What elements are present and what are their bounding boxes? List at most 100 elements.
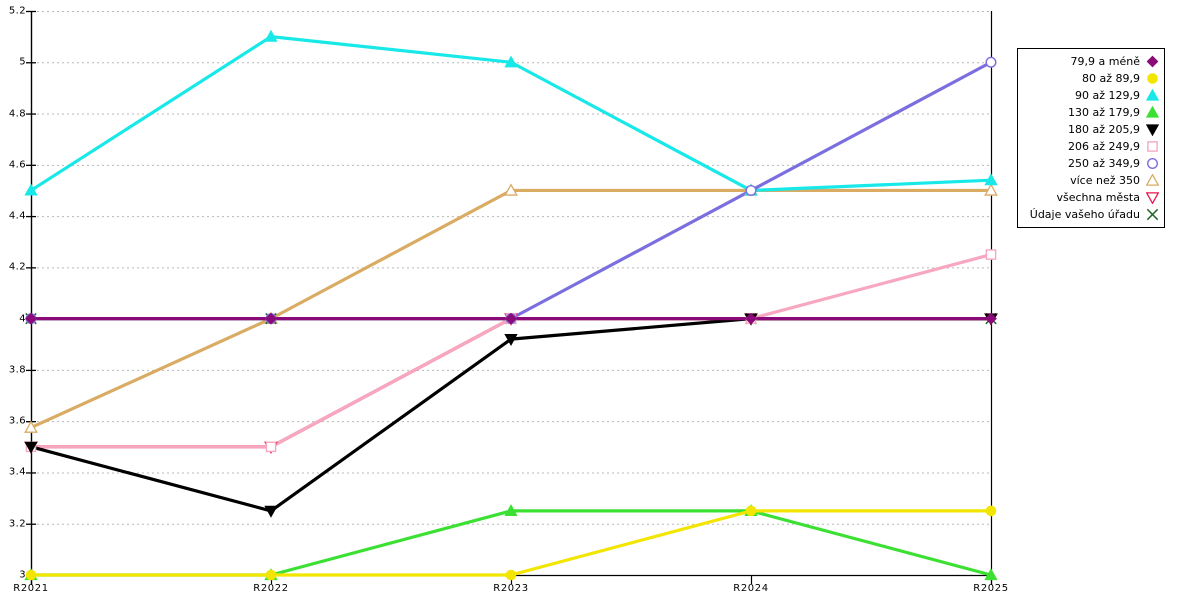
x-axis-label: R2021 (13, 583, 49, 594)
marker-triangle-up (504, 504, 518, 517)
markers-group (24, 29, 998, 581)
marker-triangle-up (24, 183, 38, 196)
legend-item-label: všechna města (1056, 191, 1140, 204)
marker-circle (745, 505, 757, 517)
triangle-down-open-icon (1146, 192, 1159, 204)
y-axis-label: 3 (19, 569, 26, 581)
y-axis-label: 4.4 (8, 210, 26, 222)
legend-item[interactable]: 80 až 89,9 (1023, 70, 1159, 87)
legend-item[interactable]: více než 350 (1023, 172, 1159, 189)
y-axis-label: 3.6 (8, 415, 26, 427)
x-axis-label: R2023 (493, 583, 529, 594)
marker-square (985, 249, 997, 260)
series-8 (29, 188, 993, 430)
legend-item[interactable]: 206 až 249,9 (1023, 138, 1159, 155)
y-axis-label: 3.4 (8, 466, 26, 478)
series-4 (29, 509, 993, 577)
marker-triangle-up (984, 568, 998, 581)
marker-triangle-down (504, 334, 518, 346)
marker-diamond (25, 312, 37, 325)
y-axis-label: 3.2 (8, 518, 26, 530)
series-5 (29, 317, 993, 513)
marker-circle (265, 569, 277, 581)
marker-circle (985, 505, 997, 517)
y-axis-label: 4.2 (8, 261, 26, 273)
marker-circle-open (745, 184, 757, 196)
legend-item-label: Údaje vašeho úřadu (1029, 208, 1140, 221)
marker-circle (1147, 73, 1158, 84)
series-group (29, 35, 993, 577)
marker-square (265, 441, 277, 453)
y-axis-label: 4.8 (8, 108, 26, 120)
marker-triangle-down (1146, 124, 1159, 136)
y-axis-label: 4 (19, 313, 26, 325)
marker-triangle-down (264, 505, 278, 518)
legend-item-label: 80 až 89,9 (1082, 72, 1140, 85)
marker-diamond (265, 312, 277, 325)
line-chart-svg (24, 10, 998, 585)
legend-item-label: 206 až 249,9 (1068, 140, 1140, 153)
circle-open-icon (1146, 157, 1159, 170)
y-axis-label: 3.8 (8, 364, 26, 376)
legend-item[interactable]: 79,9 a méně (1023, 53, 1159, 70)
legend-item-label: 250 až 349,9 (1068, 157, 1140, 170)
legend-item-label: 180 až 205,9 (1068, 123, 1140, 136)
square-icon (1147, 141, 1158, 152)
series-line (29, 252, 993, 449)
marker-triangle-down (24, 441, 38, 454)
diamond-icon (1146, 55, 1159, 68)
series-line (29, 509, 993, 577)
series-2 (29, 509, 993, 577)
legend-item-label: 90 až 129,9 (1075, 89, 1140, 102)
marker-triangle-up (504, 55, 518, 68)
x-axis-label: R2022 (253, 583, 289, 594)
series-6 (29, 252, 993, 449)
marker-circle (25, 569, 37, 581)
legend-item[interactable]: 180 až 205,9 (1023, 121, 1159, 138)
legend-item[interactable]: všechna města (1023, 189, 1159, 206)
marker-circle-open (1146, 157, 1159, 170)
legend-item-label: více než 350 (1070, 174, 1140, 187)
legend-item[interactable]: 130 až 179,9 (1023, 104, 1159, 121)
series-line (29, 188, 993, 430)
y-axis-label: 5.2 (8, 5, 26, 17)
marker-triangle-up (1146, 89, 1159, 101)
series-line (29, 317, 993, 513)
x-axis-label: R2024 (733, 583, 769, 594)
marker-triangle-up (1146, 106, 1159, 118)
marker-diamond (745, 312, 757, 325)
legend-item-label: 130 až 179,9 (1068, 106, 1140, 119)
marker-triangle-up-open (984, 183, 998, 196)
triangle-up-icon (1146, 106, 1159, 118)
plot-area: 5.2 5 4.8 4.6 4.4 4.2 4 3.8 3.6 3.4 3.2 3 R2021 R2022… (8, 5, 1008, 595)
x-axis-label: R2025 (973, 583, 1009, 594)
y-axis-label: 4.6 (8, 159, 26, 171)
marker-triangle-up-open (24, 420, 38, 433)
marker-triangle-down-open (1146, 192, 1159, 204)
y-axis-label: 5 (19, 56, 26, 68)
marker-square (1147, 141, 1158, 152)
marker-cross (1146, 208, 1159, 221)
marker-circle (505, 569, 517, 581)
cross-stroke (1146, 208, 1159, 221)
triangle-up-icon (1146, 89, 1159, 101)
legend-item[interactable]: Údaje vašeho úřadu (1023, 206, 1159, 223)
legend-item[interactable]: 250 až 349,9 (1023, 155, 1159, 172)
marker-triangle-up (984, 173, 998, 186)
marker-diamond (505, 312, 517, 325)
series-line (29, 509, 993, 577)
marker-diamond (1146, 55, 1159, 68)
cross-icon (1146, 208, 1159, 221)
marker-circle-open (985, 56, 997, 68)
circle-icon (1147, 73, 1158, 84)
legend-item-label: 79,9 a méně (1070, 55, 1140, 68)
triangle-up-open-icon (1146, 174, 1159, 186)
chart-legend: 79,9 a méně 80 až 89,9 90 až 129,9 130 až 1… (1017, 48, 1165, 228)
marker-diamond (985, 312, 997, 325)
marker-triangle-up-open (1146, 174, 1159, 186)
triangle-down-icon (1146, 124, 1159, 136)
marker-triangle-up (264, 29, 278, 42)
marker-triangle-up-open (504, 183, 518, 196)
legend-item[interactable]: 90 až 129,9 (1023, 87, 1159, 104)
